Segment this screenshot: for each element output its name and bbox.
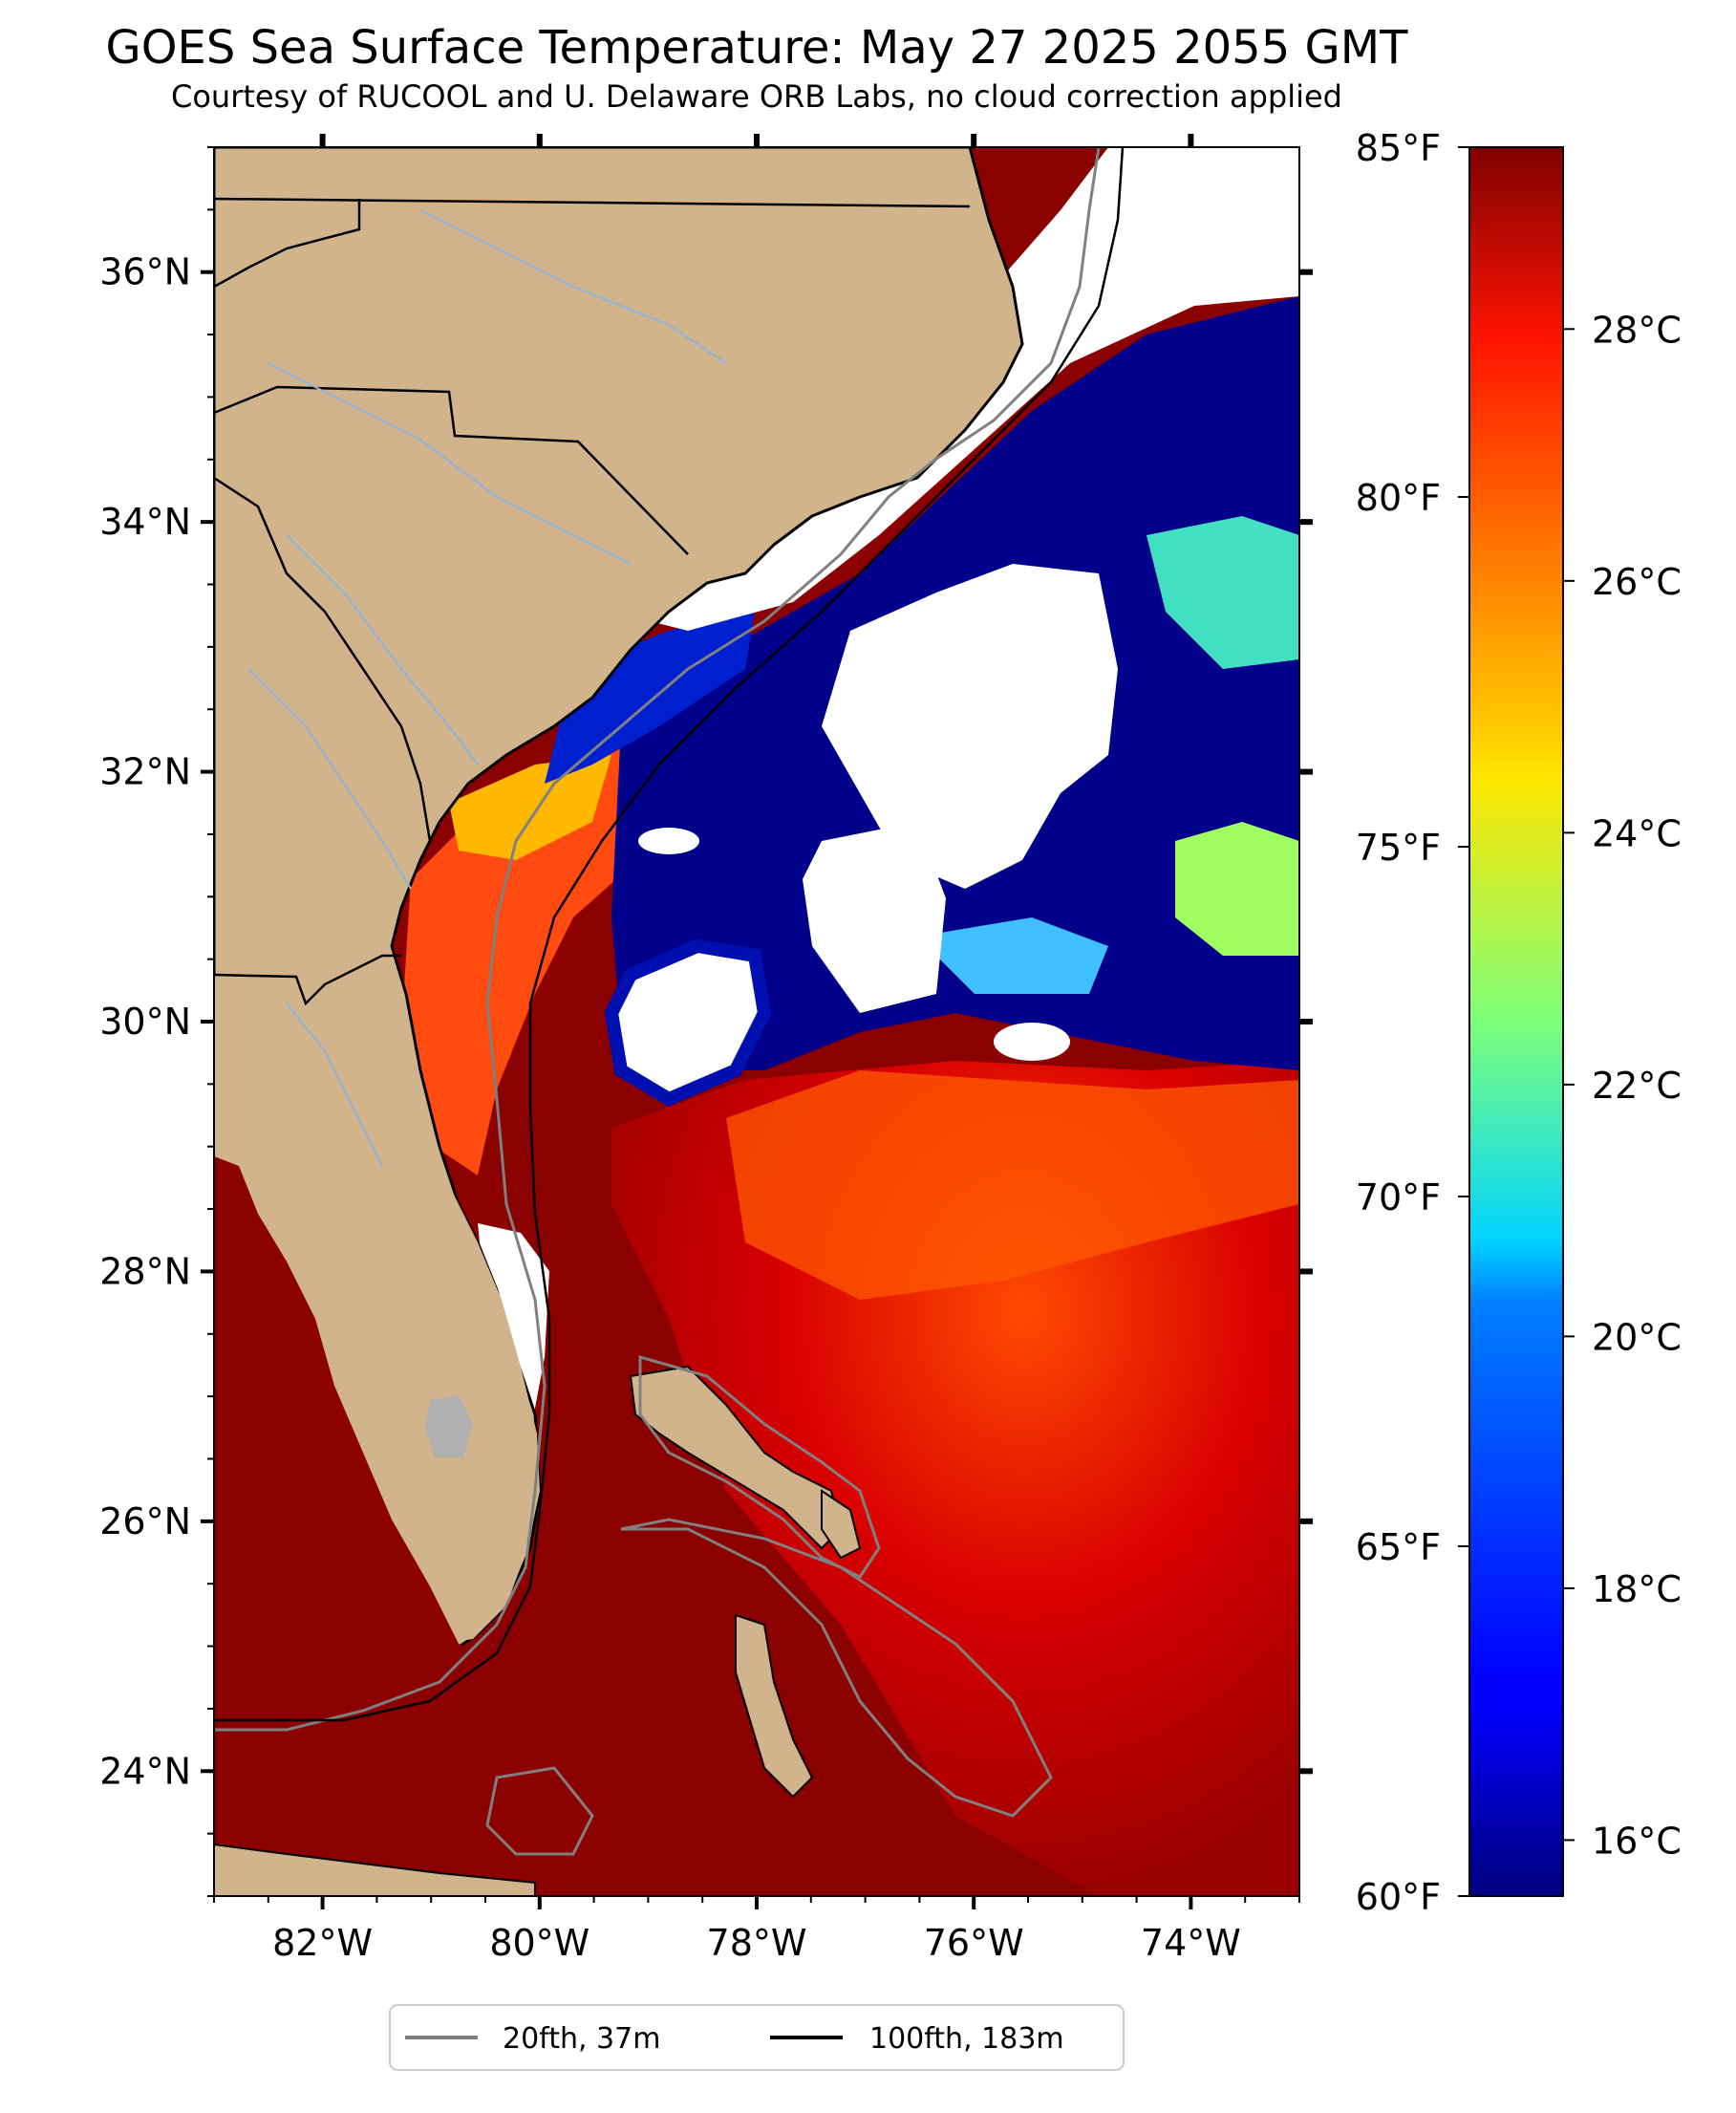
colorbar-celsius-label: 26°C	[1592, 561, 1682, 603]
colorbar-fahrenheit-label: 80°F	[1356, 477, 1441, 519]
colorbar-fahrenheit-label: 65°F	[1356, 1526, 1441, 1568]
sst-gulf	[214, 1156, 535, 1896]
colorbar-fahrenheit-label: 75°F	[1356, 827, 1441, 869]
colorbar-fahrenheit-ticks: 60°F 65°F 70°F 75°F 80°F 85°F	[1356, 127, 1469, 1918]
isobath-100fth-line	[214, 147, 1125, 1722]
latitude-axis: 24°N 26°N 28°N 30°N 32°N 34°N 36°N	[99, 146, 1313, 1897]
lat-tick-label: 32°N	[99, 751, 191, 793]
isobath-20fth-line	[485, 1766, 594, 1856]
lat-tick-label: 26°N	[99, 1500, 191, 1542]
sst-cold-near-shelf	[545, 612, 755, 784]
colorbar-celsius-label: 22°C	[1592, 1065, 1682, 1107]
legend: 20fth, 37m 100fth, 183m	[389, 2004, 1125, 2071]
page-title: GOES Sea Surface Temperature: May 27 202…	[106, 21, 1409, 75]
colorbar-celsius-label: 20°C	[1592, 1316, 1682, 1358]
cloud-mask-small	[638, 828, 699, 854]
river-line	[247, 668, 412, 890]
cloud-mask-small	[994, 1023, 1070, 1061]
cloud-mask-south	[803, 822, 946, 1013]
sst-green-patch-2	[1147, 516, 1299, 669]
lat-tick-label: 34°N	[99, 501, 191, 543]
cloud-mask-florida-coast	[478, 1223, 549, 1434]
colorbar-fahrenheit-label: 60°F	[1356, 1876, 1441, 1918]
lat-tick-label: 28°N	[99, 1250, 191, 1292]
legend-label-20fth: 20fth, 37m	[503, 2022, 660, 2056]
colorbar-celsius-label: 28°C	[1592, 309, 1682, 351]
colorbar-celsius-ticks: 16°C 18°C 20°C 22°C 24°C 26°C 28°C	[1563, 309, 1682, 1862]
land-cuba-north	[214, 1843, 536, 1896]
colorbar-celsius-label: 16°C	[1592, 1820, 1682, 1862]
cloud-mask-center	[822, 564, 1118, 889]
river-line	[286, 534, 479, 765]
land-abaco	[821, 1489, 862, 1560]
isobath-20fth-line	[620, 1518, 1053, 1818]
lat-tick-label: 24°N	[99, 1750, 191, 1792]
sst-orange-band	[726, 1070, 1299, 1300]
lon-tick-label: 76°W	[924, 1922, 1024, 1964]
lat-tick-label: 36°N	[99, 251, 191, 293]
state-border-nc-sc	[214, 385, 689, 555]
lat-tick-label: 30°N	[99, 1001, 191, 1043]
state-border-sc-ga	[214, 476, 432, 842]
longitude-axis: 82°W 80°W 78°W 76°W 74°W	[213, 134, 1300, 1964]
legend-box	[389, 2004, 1125, 2071]
map-panel	[214, 147, 1299, 1896]
land-andros	[735, 1613, 814, 1799]
colorbar-celsius-label: 24°C	[1592, 812, 1682, 854]
colorbar	[1468, 146, 1564, 1897]
lon-tick-label: 74°W	[1141, 1922, 1241, 1964]
sst-atlantic-warm	[611, 1061, 1299, 1896]
state-border-va-nc	[214, 197, 971, 208]
lon-tick-label: 80°W	[489, 1922, 589, 1964]
cloud-mask-eddy	[604, 938, 772, 1107]
sst-cyan-patch	[917, 917, 1108, 994]
lon-tick-label: 82°W	[272, 1922, 373, 1964]
colorbar-fahrenheit-label: 85°F	[1356, 127, 1441, 169]
river-line	[267, 362, 632, 565]
colorbar-fahrenheit-label: 70°F	[1356, 1176, 1441, 1218]
colorbar-celsius-label: 18°C	[1592, 1568, 1682, 1610]
legend-label-100fth: 100fth, 183m	[869, 2022, 1064, 2056]
state-border-tn	[214, 199, 361, 289]
state-border-ga-fl	[214, 954, 401, 1006]
land-florida	[214, 975, 540, 1644]
lon-tick-label: 78°W	[707, 1922, 807, 1964]
sst-shelf-yellow	[449, 755, 611, 860]
isobath-20fth-line	[214, 147, 1101, 1732]
isobath-20fth-line	[638, 1355, 881, 1579]
river-line	[286, 1003, 383, 1167]
page-subtitle: Courtesy of RUCOOL and U. Delaware ORB L…	[171, 78, 1342, 115]
lake-okeechobee	[425, 1395, 473, 1457]
sst-green-patch-1	[1175, 822, 1299, 956]
river-line	[419, 209, 727, 364]
